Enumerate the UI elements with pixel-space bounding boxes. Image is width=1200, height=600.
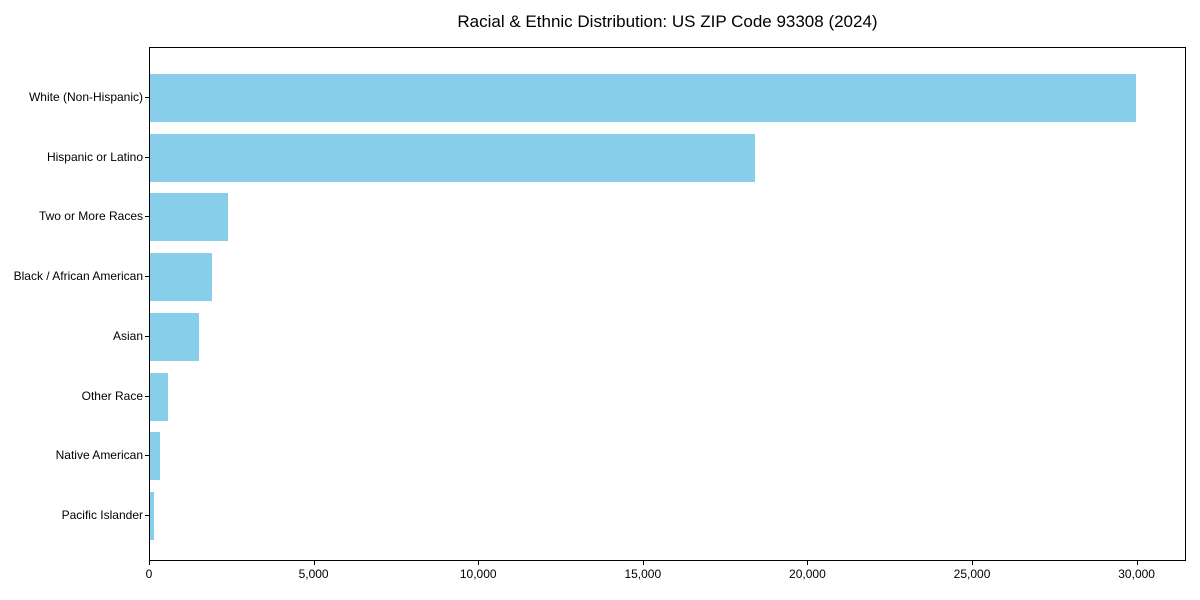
bar-pacific-islander [150, 492, 155, 541]
bar-black-african-american [150, 253, 213, 302]
chart-title: Racial & Ethnic Distribution: US ZIP Cod… [457, 12, 878, 31]
x-tick-mark [478, 561, 480, 565]
bar-white-non-hispanic [150, 73, 1136, 122]
x-tick-mark [149, 561, 150, 565]
y-tick-mark [145, 276, 149, 278]
bar-native-american [150, 432, 160, 481]
x-tick-mark [972, 561, 974, 565]
plot-area [149, 47, 1186, 561]
y-tick-mark [145, 156, 149, 158]
y-tick-mark [145, 515, 149, 517]
y-tick-mark [145, 335, 149, 337]
x-tick-mark [642, 561, 644, 565]
x-tick-label: 20,000 [789, 567, 826, 581]
y-tick-mark [145, 96, 149, 98]
bar-asian [150, 312, 200, 361]
x-tick-mark [807, 561, 809, 565]
y-tick-mark [145, 395, 149, 397]
bar-hispanic-or-latino [150, 133, 755, 182]
y-tick-label: Asian [112, 328, 143, 343]
x-tick-label: 30,000 [1118, 567, 1155, 581]
x-tick-label: 0 [145, 567, 153, 581]
y-tick-label: White (Non-Hispanic) [28, 89, 143, 104]
x-tick-label: 25,000 [953, 567, 991, 581]
x-tick-mark [313, 561, 315, 565]
x-tick-label: 10,000 [459, 567, 497, 581]
x-tick-mark [1136, 561, 1138, 565]
bar-two-or-more-races [150, 193, 228, 242]
y-tick-label: Black / African American [13, 269, 143, 284]
y-tick-label: Pacific Islander [61, 508, 143, 523]
y-tick-label: Hispanic or Latino [46, 149, 143, 164]
y-tick-label: Two or More Races [38, 209, 143, 224]
x-tick-label: 15,000 [624, 567, 662, 581]
bar-other-race [150, 372, 168, 421]
y-tick-mark [145, 455, 149, 457]
y-tick-mark [145, 216, 149, 218]
x-tick-label: 5,000 [298, 567, 329, 581]
y-tick-label: Native American [55, 448, 143, 463]
y-tick-label: Other Race [81, 388, 143, 403]
